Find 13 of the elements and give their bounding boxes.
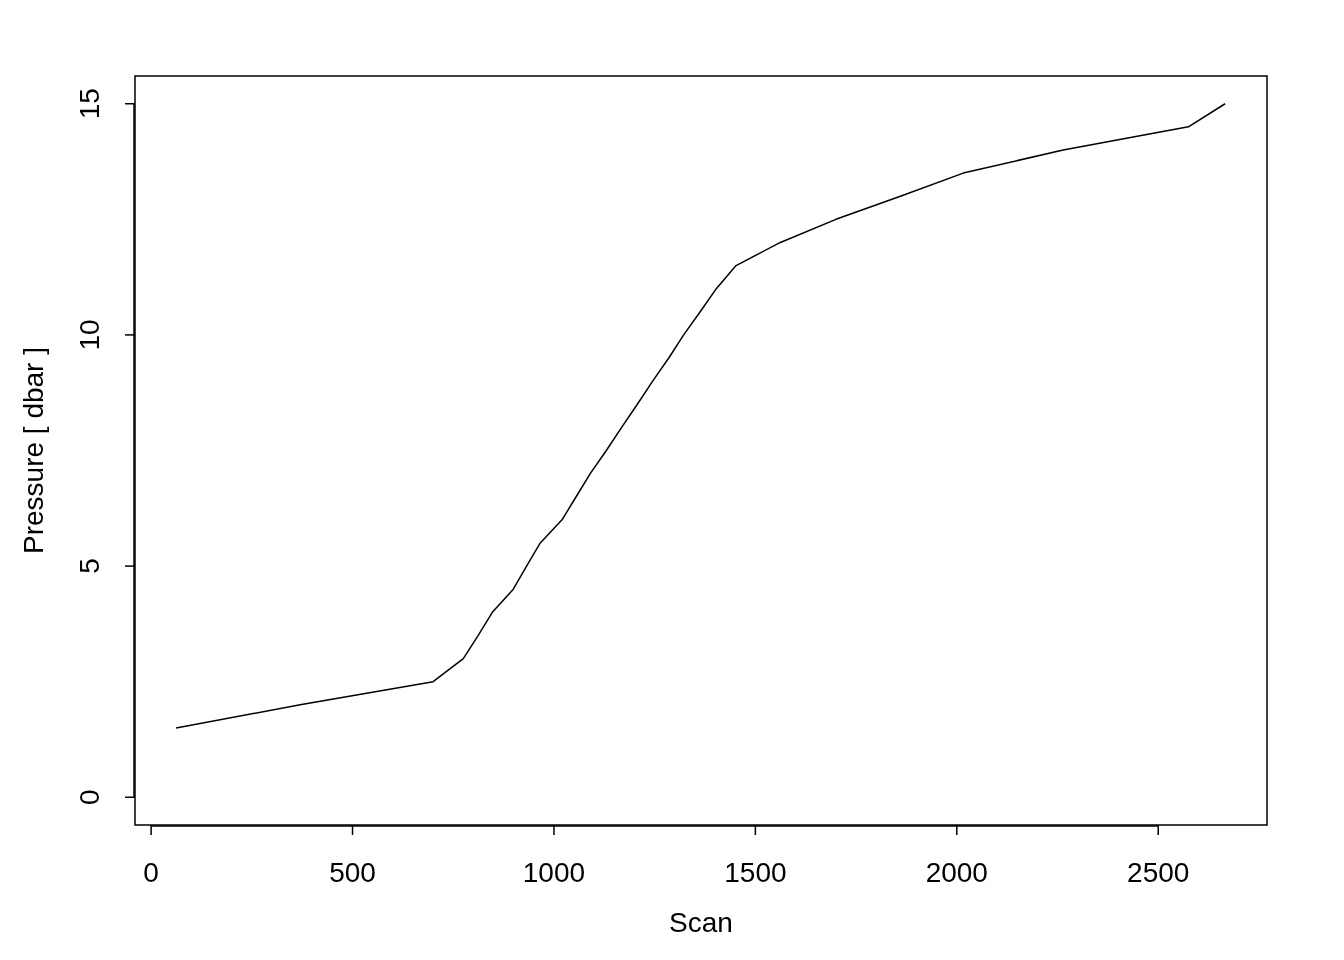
x-tick-label: 2000 [925, 857, 988, 888]
x-tick-label: 2500 [1127, 857, 1190, 888]
y-axis-title: Pressure [ dbar ] [18, 347, 49, 554]
x-tick-label: 500 [329, 857, 376, 888]
line-series [175, 102, 1226, 729]
y-tick-label: 0 [74, 789, 105, 806]
y-tick-label: 10 [74, 319, 105, 351]
x-axis-title: Scan [669, 907, 733, 938]
x-tick-label: 1000 [522, 857, 586, 888]
y-tick-label: 5 [74, 558, 105, 574]
x-tick-label: 0 [143, 857, 159, 888]
x-tick-label: 1500 [724, 857, 787, 888]
y-tick-label: 15 [74, 88, 105, 120]
